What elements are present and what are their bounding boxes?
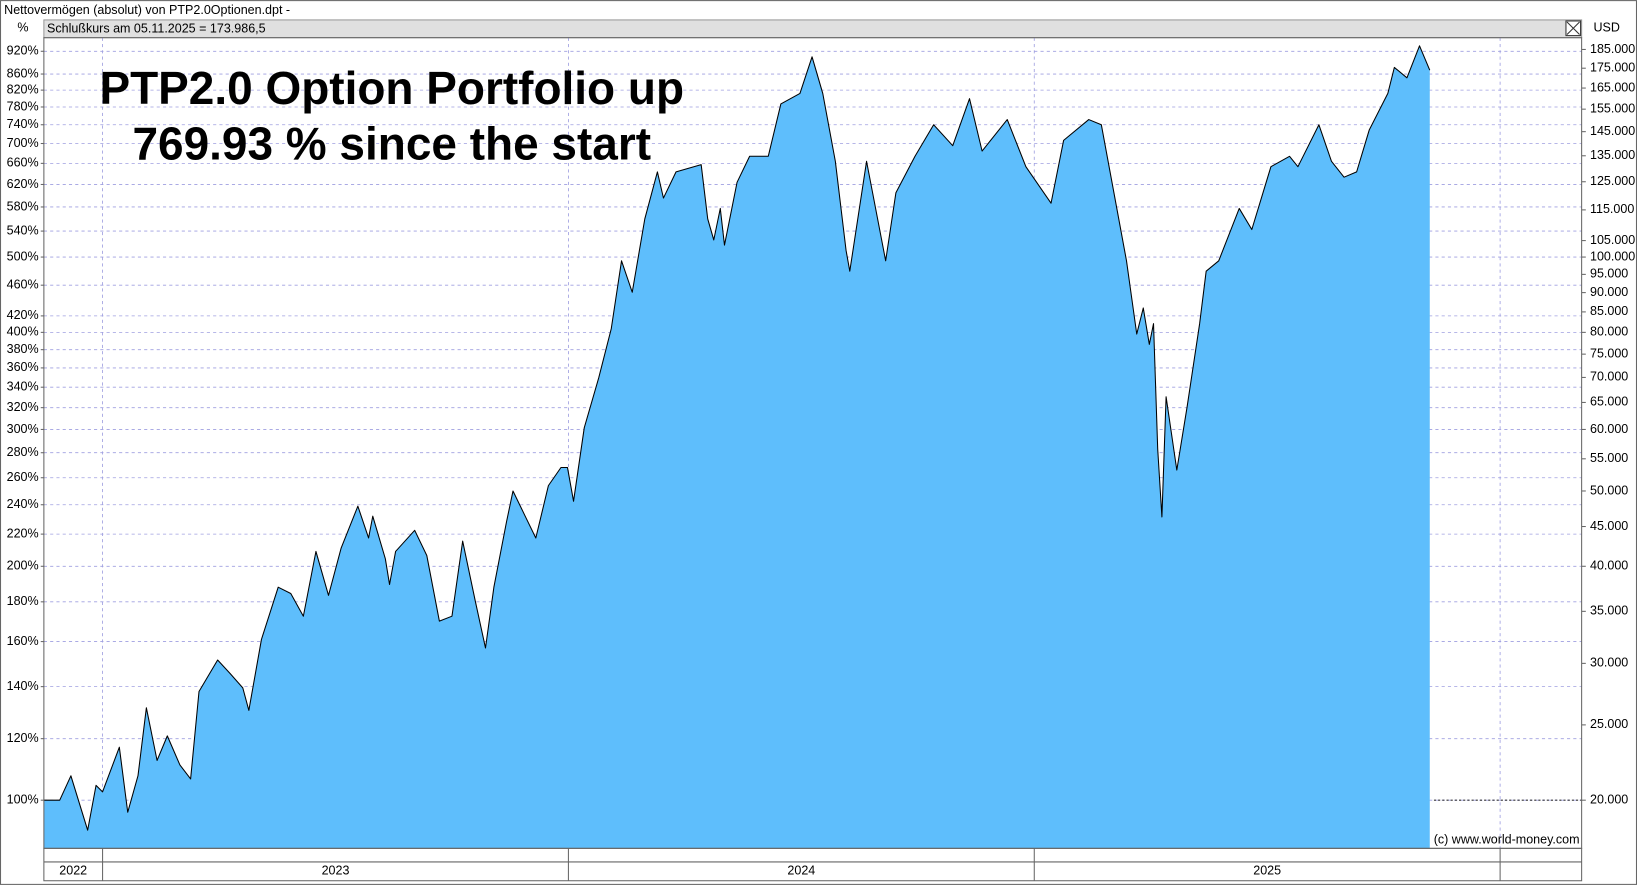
y2-tick-label: 75.000 bbox=[1590, 346, 1628, 360]
y2-tick-label: 95.000 bbox=[1590, 267, 1628, 281]
y-tick-label: 200% bbox=[7, 559, 39, 573]
x-band-label: 2023 bbox=[322, 864, 350, 878]
y2-tick-label: 90.000 bbox=[1590, 285, 1628, 299]
y2-tick-label: 50.000 bbox=[1590, 483, 1628, 497]
credit: (c) www.world-money.com bbox=[1434, 832, 1580, 846]
y2-tick-label: 45.000 bbox=[1590, 519, 1628, 533]
y-tick-label: 860% bbox=[7, 66, 39, 80]
subtitle: Schlußkurs am 05.11.2025 = 173.986,5 bbox=[47, 22, 266, 36]
y2-tick-label: 105.000 bbox=[1590, 233, 1635, 247]
y-tick-label: 100% bbox=[7, 793, 39, 807]
y-tick-label: 820% bbox=[7, 82, 39, 96]
y2-tick-label: 55.000 bbox=[1590, 451, 1628, 465]
y-tick-label: 280% bbox=[7, 445, 39, 459]
y2-tick-label: 125.000 bbox=[1590, 174, 1635, 188]
x-band-label: 2024 bbox=[787, 864, 815, 878]
y2-tick-label: 30.000 bbox=[1590, 656, 1628, 670]
annotation: PTP2.0 Option Portfolio up bbox=[99, 62, 684, 114]
chart-title: Nettovermögen (absolut) von PTP2.0Option… bbox=[4, 3, 290, 17]
y2-tick-label: 80.000 bbox=[1590, 325, 1628, 339]
y-tick-label: 260% bbox=[7, 470, 39, 484]
y2-tick-label: 65.000 bbox=[1590, 395, 1628, 409]
y2-tick-label: 25.000 bbox=[1590, 717, 1628, 731]
y-tick-label: 780% bbox=[7, 99, 39, 113]
y-tick-label: 360% bbox=[7, 360, 39, 374]
y2-axis-label: USD bbox=[1593, 21, 1619, 35]
area bbox=[43, 45, 1430, 849]
y-tick-label: 220% bbox=[7, 526, 39, 540]
y-tick-label: 540% bbox=[7, 223, 39, 237]
y2-tick-label: 145.000 bbox=[1590, 124, 1635, 138]
y2-tick-label: 155.000 bbox=[1590, 101, 1635, 115]
y-tick-label: 580% bbox=[7, 199, 39, 213]
x-band-label: 2022 bbox=[59, 864, 87, 878]
y-tick-label: 740% bbox=[7, 117, 39, 131]
y-tick-label: 240% bbox=[7, 497, 39, 511]
y2-tick-label: 175.000 bbox=[1590, 61, 1635, 75]
y-tick-label: 700% bbox=[7, 136, 39, 150]
y-tick-label: 380% bbox=[7, 342, 39, 356]
y2-tick-label: 35.000 bbox=[1590, 604, 1628, 618]
y-tick-label: 500% bbox=[7, 249, 39, 263]
y-tick-label: 180% bbox=[7, 594, 39, 608]
y-tick-label: 420% bbox=[7, 308, 39, 322]
x-band-label: 2025 bbox=[1253, 864, 1281, 878]
y-tick-label: 340% bbox=[7, 380, 39, 394]
header-bar bbox=[43, 19, 1583, 39]
y-tick-label: 160% bbox=[7, 634, 39, 648]
y-tick-label: 660% bbox=[7, 156, 39, 170]
line bbox=[43, 45, 1431, 831]
y2-tick-label: 185.000 bbox=[1590, 42, 1635, 56]
y2-tick-label: 115.000 bbox=[1590, 202, 1634, 216]
y2-tick-label: 60.000 bbox=[1590, 422, 1628, 436]
close-button[interactable] bbox=[1565, 20, 1582, 37]
plot bbox=[43, 45, 1582, 849]
y2-tick-label: 165.000 bbox=[1590, 80, 1635, 94]
close-cross bbox=[1566, 21, 1580, 35]
annotation: 769.93 % since the start bbox=[132, 118, 651, 170]
y2-tick-label: 40.000 bbox=[1590, 559, 1628, 573]
y2-tick-label: 70.000 bbox=[1590, 370, 1628, 384]
y-tick-label: 620% bbox=[7, 177, 39, 191]
y-tick-label: 400% bbox=[7, 325, 39, 339]
y2-tick-label: 20.000 bbox=[1590, 793, 1628, 807]
y2-tick-label: 100.000 bbox=[1590, 249, 1635, 263]
y2-tick-label: 135.000 bbox=[1590, 148, 1635, 162]
y2-tick-label: 85.000 bbox=[1590, 304, 1628, 318]
y-tick-label: 120% bbox=[7, 731, 39, 745]
y-tick-label: 300% bbox=[7, 422, 39, 436]
y-tick-label: 140% bbox=[7, 679, 39, 693]
y-tick-label: 460% bbox=[7, 278, 39, 292]
y-tick-label: 320% bbox=[7, 400, 39, 414]
x-axis-strip bbox=[43, 847, 1583, 882]
y-axis-label: % bbox=[17, 21, 28, 35]
axes: 100% 120% 140% 160% 180% 200% 220% 240% 260% 280%… bbox=[7, 42, 1635, 881]
y-tick-label: 920% bbox=[7, 44, 39, 58]
